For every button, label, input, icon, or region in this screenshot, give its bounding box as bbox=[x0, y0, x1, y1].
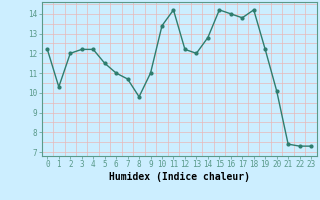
X-axis label: Humidex (Indice chaleur): Humidex (Indice chaleur) bbox=[109, 172, 250, 182]
